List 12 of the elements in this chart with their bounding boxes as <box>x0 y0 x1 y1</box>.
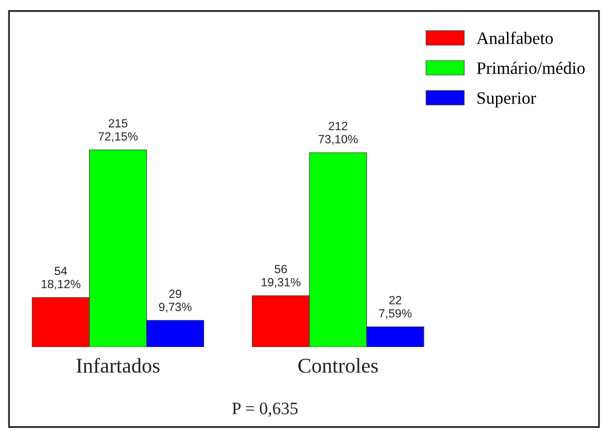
data-label: 56 19,31% <box>262 264 300 288</box>
data-label: 22 7,59% <box>379 296 412 319</box>
data-label: 29 9,73% <box>159 290 192 313</box>
legend-label: Analfabeto <box>476 32 553 44</box>
data-label: 54 18,12% <box>42 266 80 290</box>
x-tick-label: Controles <box>298 358 378 373</box>
legend-label: Superior <box>478 92 536 108</box>
x-tick-label: Infartados <box>76 358 160 373</box>
text: P = 0,635 <box>232 402 298 417</box>
legend-label: Primário/médio <box>476 62 585 74</box>
data-label: 212 73,10% <box>318 122 358 145</box>
data-label: 215 72,15% <box>98 119 138 142</box>
